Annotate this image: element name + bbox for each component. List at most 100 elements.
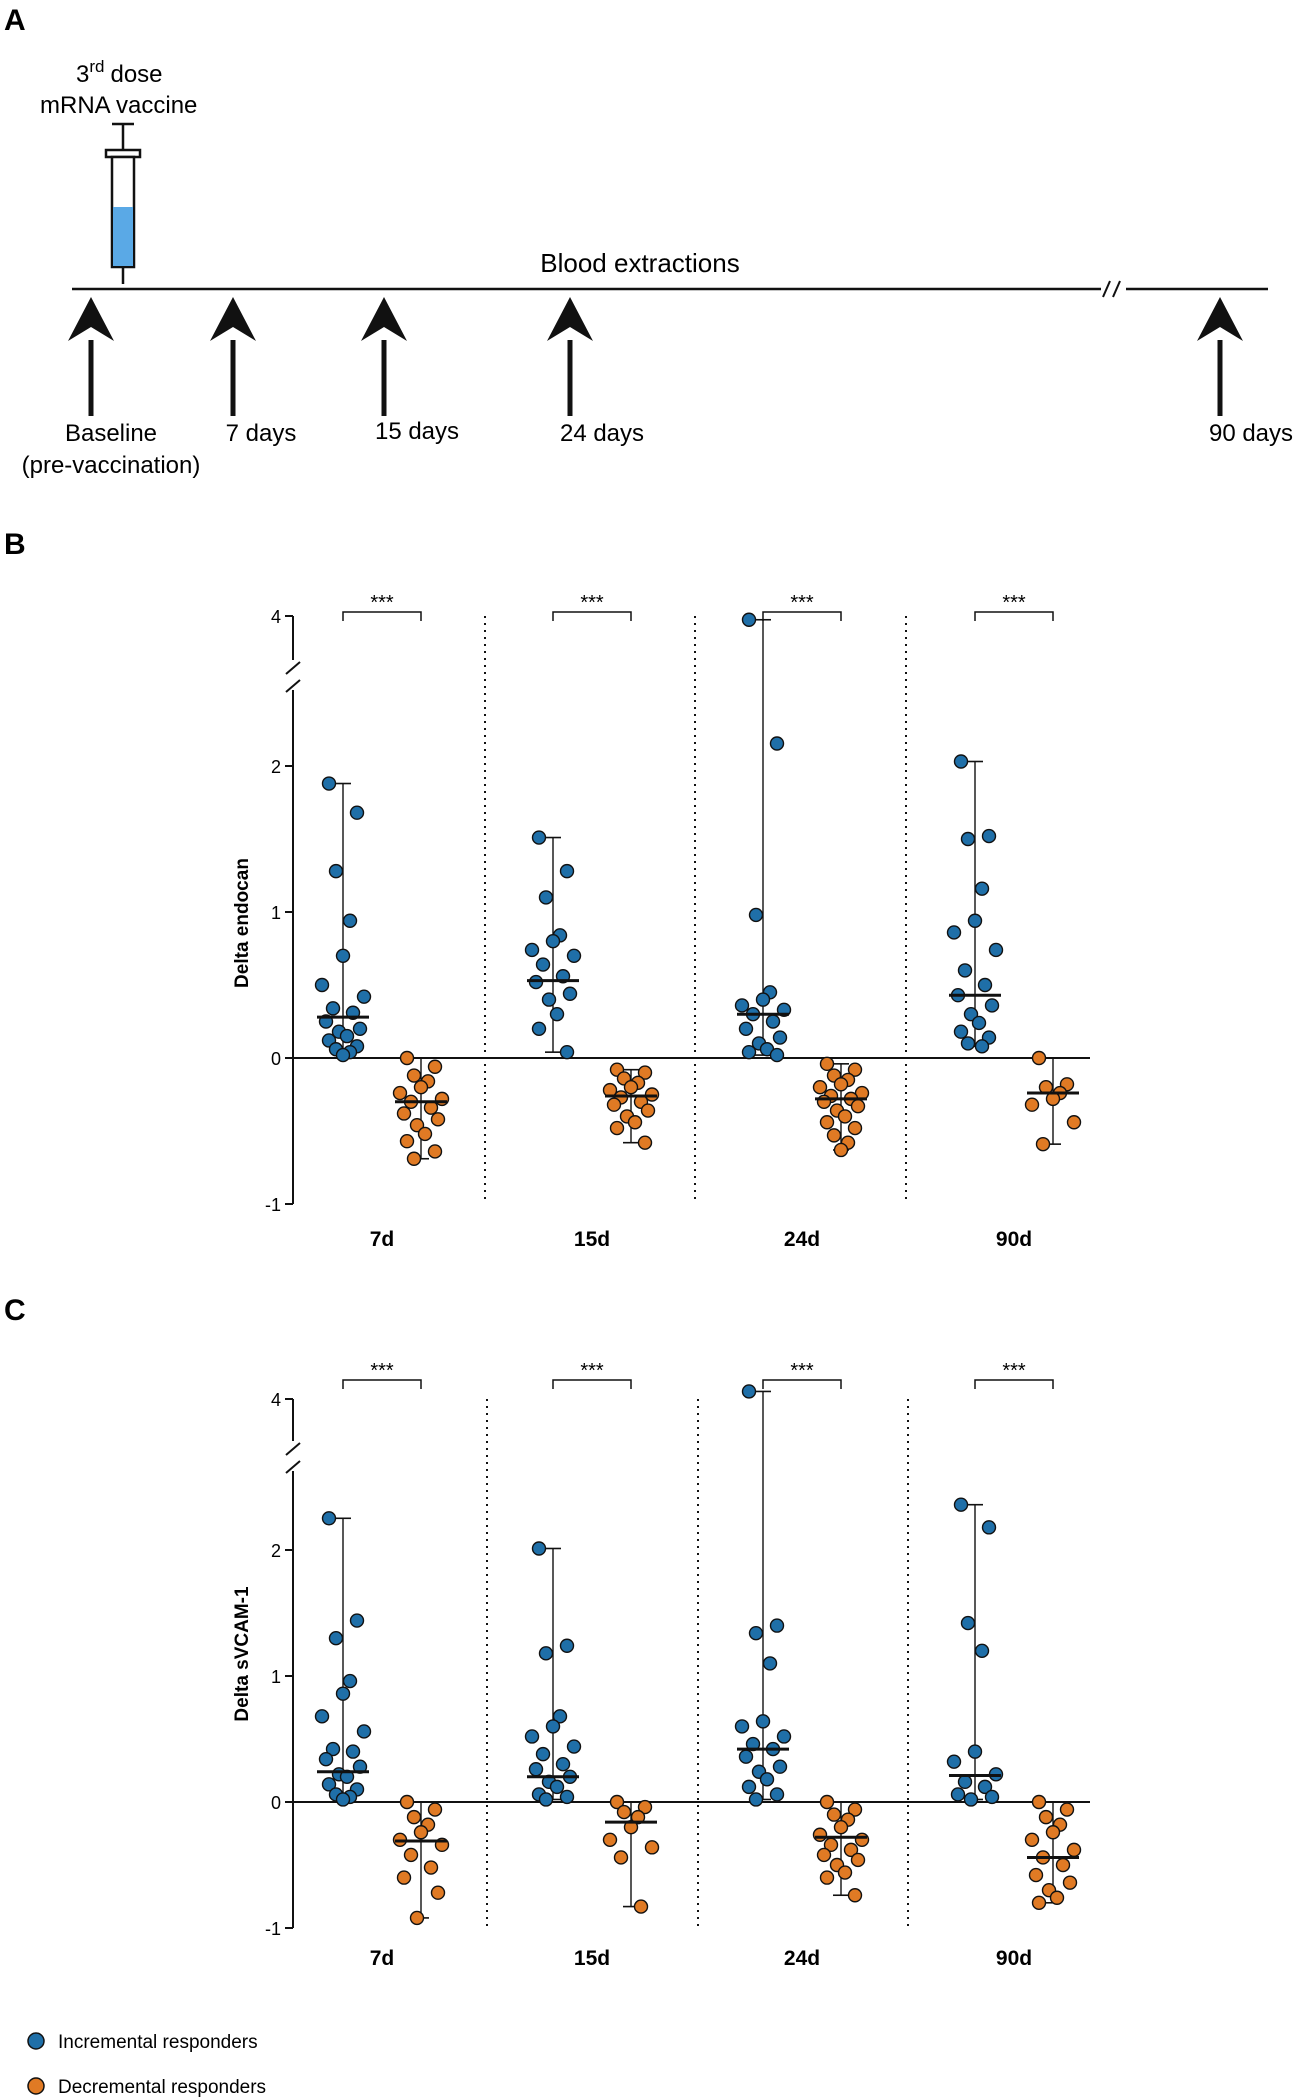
panel-c-ytick-label: -1 [265,1919,281,1939]
panel-b-incremental-point [741,612,757,627]
panel-b-incremental-point [535,957,551,972]
panel-b-incremental-point [953,1024,969,1039]
panel-b-incremental-point [765,1014,781,1029]
panel-b-significance-bracket [974,611,1054,621]
panel-c-decremental-point [1059,1802,1075,1817]
panel-c-decremental-point [833,1819,849,1835]
legend-incremental-marker [27,2032,45,2050]
panel-c-incremental-point [555,1756,571,1772]
panel-c-incremental-point [967,1744,983,1759]
panel-c-incremental-point [981,1520,997,1535]
panel-b-ytick-label: 0 [271,1049,281,1069]
panel-b-incremental-point [971,1015,987,1031]
arrow-7-days-icon [210,297,256,416]
panel-c-incremental-point [528,1762,544,1777]
panel-b-incremental-point [335,948,351,963]
panel-b-decremental-point [609,1120,625,1136]
panel-b-incremental-point [963,1007,979,1022]
panel-b-decremental-point [406,1151,422,1166]
arrow-15-days-icon [361,297,407,416]
panel-b-decremental-point [847,1062,863,1077]
panel-c-incremental-point [748,1792,764,1807]
panel-c-incremental-point [328,1630,344,1646]
panel-c-decremental-point [819,1870,835,1885]
panel-b-incremental-point [545,934,561,949]
panel-c-incremental-point [559,1638,575,1653]
timepoint-90-days: 90 days [1209,420,1293,447]
panel-c-incremental-point [545,1719,561,1734]
panel-c-incremental-point [963,1792,979,1807]
panel-b-decremental-point [417,1126,433,1142]
panel-b-incremental-point [538,890,554,905]
timepoint-24-days: 24 days [560,420,644,447]
panel-b-decremental-point [833,1077,849,1092]
panel-c-category-15d: 15d [574,1947,610,1970]
panel-b-decremental-point [826,1128,842,1143]
panel-b-incremental-point [974,881,990,896]
panel-b-incremental-point [335,1047,351,1063]
panel-b-decremental-point [606,1097,622,1112]
panel-c-incremental-point [748,1625,764,1641]
panel-c-label: C [4,1294,26,1327]
panel-c-incremental-point [950,1787,966,1802]
panel-c-incremental-point [549,1779,565,1795]
panel-c-decremental-point [812,1827,828,1842]
panel-b-incremental-point [967,913,983,928]
panel-b-incremental-point [541,992,557,1007]
panel-b-incremental-point [559,863,575,879]
panel-c-decremental-point [1049,1890,1065,1905]
panel-b-incremental-point [356,989,372,1004]
panel-b-incremental-point [738,1021,754,1037]
panel-b-decremental-point [627,1115,643,1130]
panel-b-decremental-point [837,1109,853,1124]
panel-c-incremental-point [538,1646,554,1661]
panel-c-decremental-point [396,1870,412,1885]
panel-c-decremental-point [423,1860,439,1875]
legend-incremental-label: Incremental responders [58,2032,258,2053]
panel-c-incremental-point [946,1754,962,1769]
panel-c-incremental-point [552,1709,568,1724]
panel-b-decremental-point [409,1117,425,1133]
panel-c-incremental-point [535,1746,551,1762]
panel-b-chart: -1 0 1 2 4 7d *** 15d *** 24d *** 90d *** [265,592,1090,1251]
panel-b-incremental-point [960,1036,976,1051]
panel-c-incremental-point [977,1779,993,1795]
panel-b-incremental-point [559,1044,575,1060]
panel-c-decremental-point [399,1794,415,1810]
panel-c-decremental-point [843,1842,859,1858]
panel-b-significance-label: *** [370,592,394,614]
panel-b-decremental-point [406,1068,422,1083]
panel-c-ytick-label: 2 [271,1541,281,1561]
panel-c-decremental-point [413,1825,429,1840]
panel-b-category-15d: 15d [574,1228,610,1251]
panel-b-label: B [4,528,26,561]
panel-b-category-7d: 7d [370,1228,395,1251]
panel-c-decremental-point [847,1888,863,1903]
panel-c-axis-break-icon [285,1442,301,1474]
timepoint-baseline-sub: (pre-vaccination) [22,452,201,479]
panel-c-incremental-point [984,1789,1000,1805]
panel-c-incremental-point [957,1774,973,1790]
panel-c-decremental-point [816,1847,832,1863]
panel-c-decremental-point [847,1802,863,1817]
panel-c-decremental-point [409,1910,425,1926]
panel-b-decremental-point [812,1079,828,1095]
panel-c-decremental-point [854,1832,870,1848]
panel-c-decremental-point [819,1794,835,1810]
panel-c-incremental-point [321,1777,337,1792]
timepoint-7-days: 7 days [226,420,297,447]
panel-c-category-7d: 7d [370,1947,395,1970]
panel-c-ytick-label: 1 [271,1667,281,1687]
panel-b-significance-label: *** [1002,592,1026,614]
panel-c-decremental-point [1031,1895,1047,1911]
panel-b-decremental-point [850,1098,866,1114]
panel-b-incremental-point [524,942,540,958]
panel-b-incremental-point [769,1047,785,1063]
panel-c-incremental-point [566,1739,582,1754]
panel-b-decremental-point [1035,1136,1051,1152]
panel-c-incremental-point [342,1673,358,1689]
legend: Incremental responders Decremental respo… [27,2032,266,2098]
panel-b-ytick-label: 1 [271,903,281,923]
panel-c-decremental-point [837,1865,853,1880]
